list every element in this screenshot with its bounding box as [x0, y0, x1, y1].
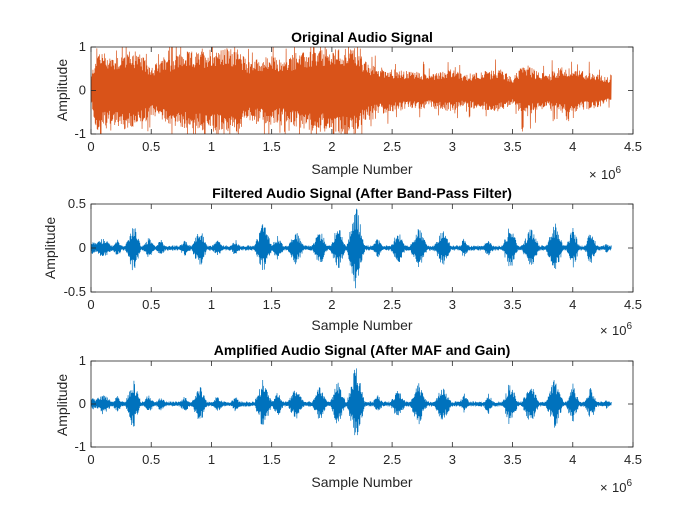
y-tick-label: 0 [79, 83, 86, 98]
signal-waveform [91, 368, 612, 436]
x-exponent-times: × [600, 323, 608, 338]
x-tick-label: 4 [569, 297, 576, 312]
x-exponent-base: 10 [601, 167, 615, 182]
y-tick-label: 0 [79, 240, 86, 255]
x-exponent-power: 6 [615, 165, 621, 176]
x-exponent-base: 10 [612, 323, 626, 338]
y-tick-label: -1 [74, 439, 86, 454]
y-tick-label: 1 [79, 353, 86, 368]
x-tick-label: 2 [328, 297, 335, 312]
y-tick-label: 0 [79, 396, 86, 411]
plot-area [91, 208, 612, 289]
x-axis-label: Sample Number [311, 474, 412, 490]
x-tick-label: 0.5 [142, 139, 160, 154]
panel-filtered-signal: Filtered Audio Signal (After Band-Pass F… [42, 185, 642, 338]
x-exponent-power: 6 [626, 478, 632, 489]
y-tick-label: 1 [79, 39, 86, 54]
x-tick-label: 4 [569, 452, 576, 467]
x-exponent-label: 106 [612, 321, 632, 338]
chart-title: Amplified Audio Signal (After MAF and Ga… [214, 342, 511, 358]
x-tick-label: 0 [87, 452, 94, 467]
signal-waveform [91, 208, 612, 289]
x-tick-label: 1.5 [263, 297, 281, 312]
x-tick-label: 4.5 [624, 297, 642, 312]
y-axis-label: Amplitude [54, 59, 70, 121]
x-tick-label: 3 [449, 297, 456, 312]
x-exponent-label: 106 [601, 165, 621, 182]
x-tick-label: 0 [87, 297, 94, 312]
x-exponent-label: 106 [612, 478, 632, 495]
chart-title: Original Audio Signal [291, 29, 433, 45]
x-tick-label: 3.5 [504, 139, 522, 154]
x-tick-label: 1 [208, 452, 215, 467]
x-tick-label: 1 [208, 139, 215, 154]
panel-original-signal: Original Audio Signal 0 0.5 1 1.5 2 2.5 3 3.5 4 4… [54, 29, 642, 182]
x-tick-label: 0.5 [142, 452, 160, 467]
x-exponent-power: 6 [626, 321, 632, 332]
x-tick-label: 1 [208, 297, 215, 312]
x-tick-label: 3.5 [504, 452, 522, 467]
chart-title: Filtered Audio Signal (After Band-Pass F… [212, 185, 512, 201]
y-tick-label: 0.5 [68, 196, 86, 211]
x-tick-label: 2.5 [383, 452, 401, 467]
plot-area [91, 47, 612, 134]
x-tick-label: 4.5 [624, 452, 642, 467]
x-tick-label: 3 [449, 139, 456, 154]
axes: 0 0.5 1 1.5 2 2.5 3 3.5 4 4.5-0.500.5 [64, 196, 642, 312]
axes: 0 0.5 1 1.5 2 2.5 3 3.5 4 4.5-101 [74, 353, 642, 467]
x-axis-label: Sample Number [311, 317, 412, 333]
y-axis-label: Amplitude [42, 217, 58, 279]
x-tick-label: 4 [569, 139, 576, 154]
x-tick-label: 0 [87, 139, 94, 154]
axes: 0 0.5 1 1.5 2 2.5 3 3.5 4 4.5-101 [74, 39, 642, 154]
y-axis-label: Amplitude [54, 374, 70, 436]
x-axis-label: Sample Number [311, 161, 412, 177]
plot-area [91, 368, 612, 436]
x-tick-label: 1.5 [263, 139, 281, 154]
panel-amplified-signal: Amplified Audio Signal (After MAF and Ga… [54, 342, 642, 495]
y-tick-label: -0.5 [64, 284, 86, 299]
x-tick-label: 3 [449, 452, 456, 467]
x-tick-label: 4.5 [624, 139, 642, 154]
x-exponent-times: × [600, 480, 608, 495]
x-exponent-base: 10 [612, 480, 626, 495]
x-tick-label: 2 [328, 139, 335, 154]
x-tick-label: 3.5 [504, 297, 522, 312]
x-exponent-times: × [589, 167, 597, 182]
signal-waveform [91, 47, 612, 134]
x-tick-label: 1.5 [263, 452, 281, 467]
x-tick-label: 2 [328, 452, 335, 467]
y-tick-label: -1 [74, 126, 86, 141]
x-tick-label: 0.5 [142, 297, 160, 312]
x-tick-label: 2.5 [383, 297, 401, 312]
x-tick-label: 2.5 [383, 139, 401, 154]
